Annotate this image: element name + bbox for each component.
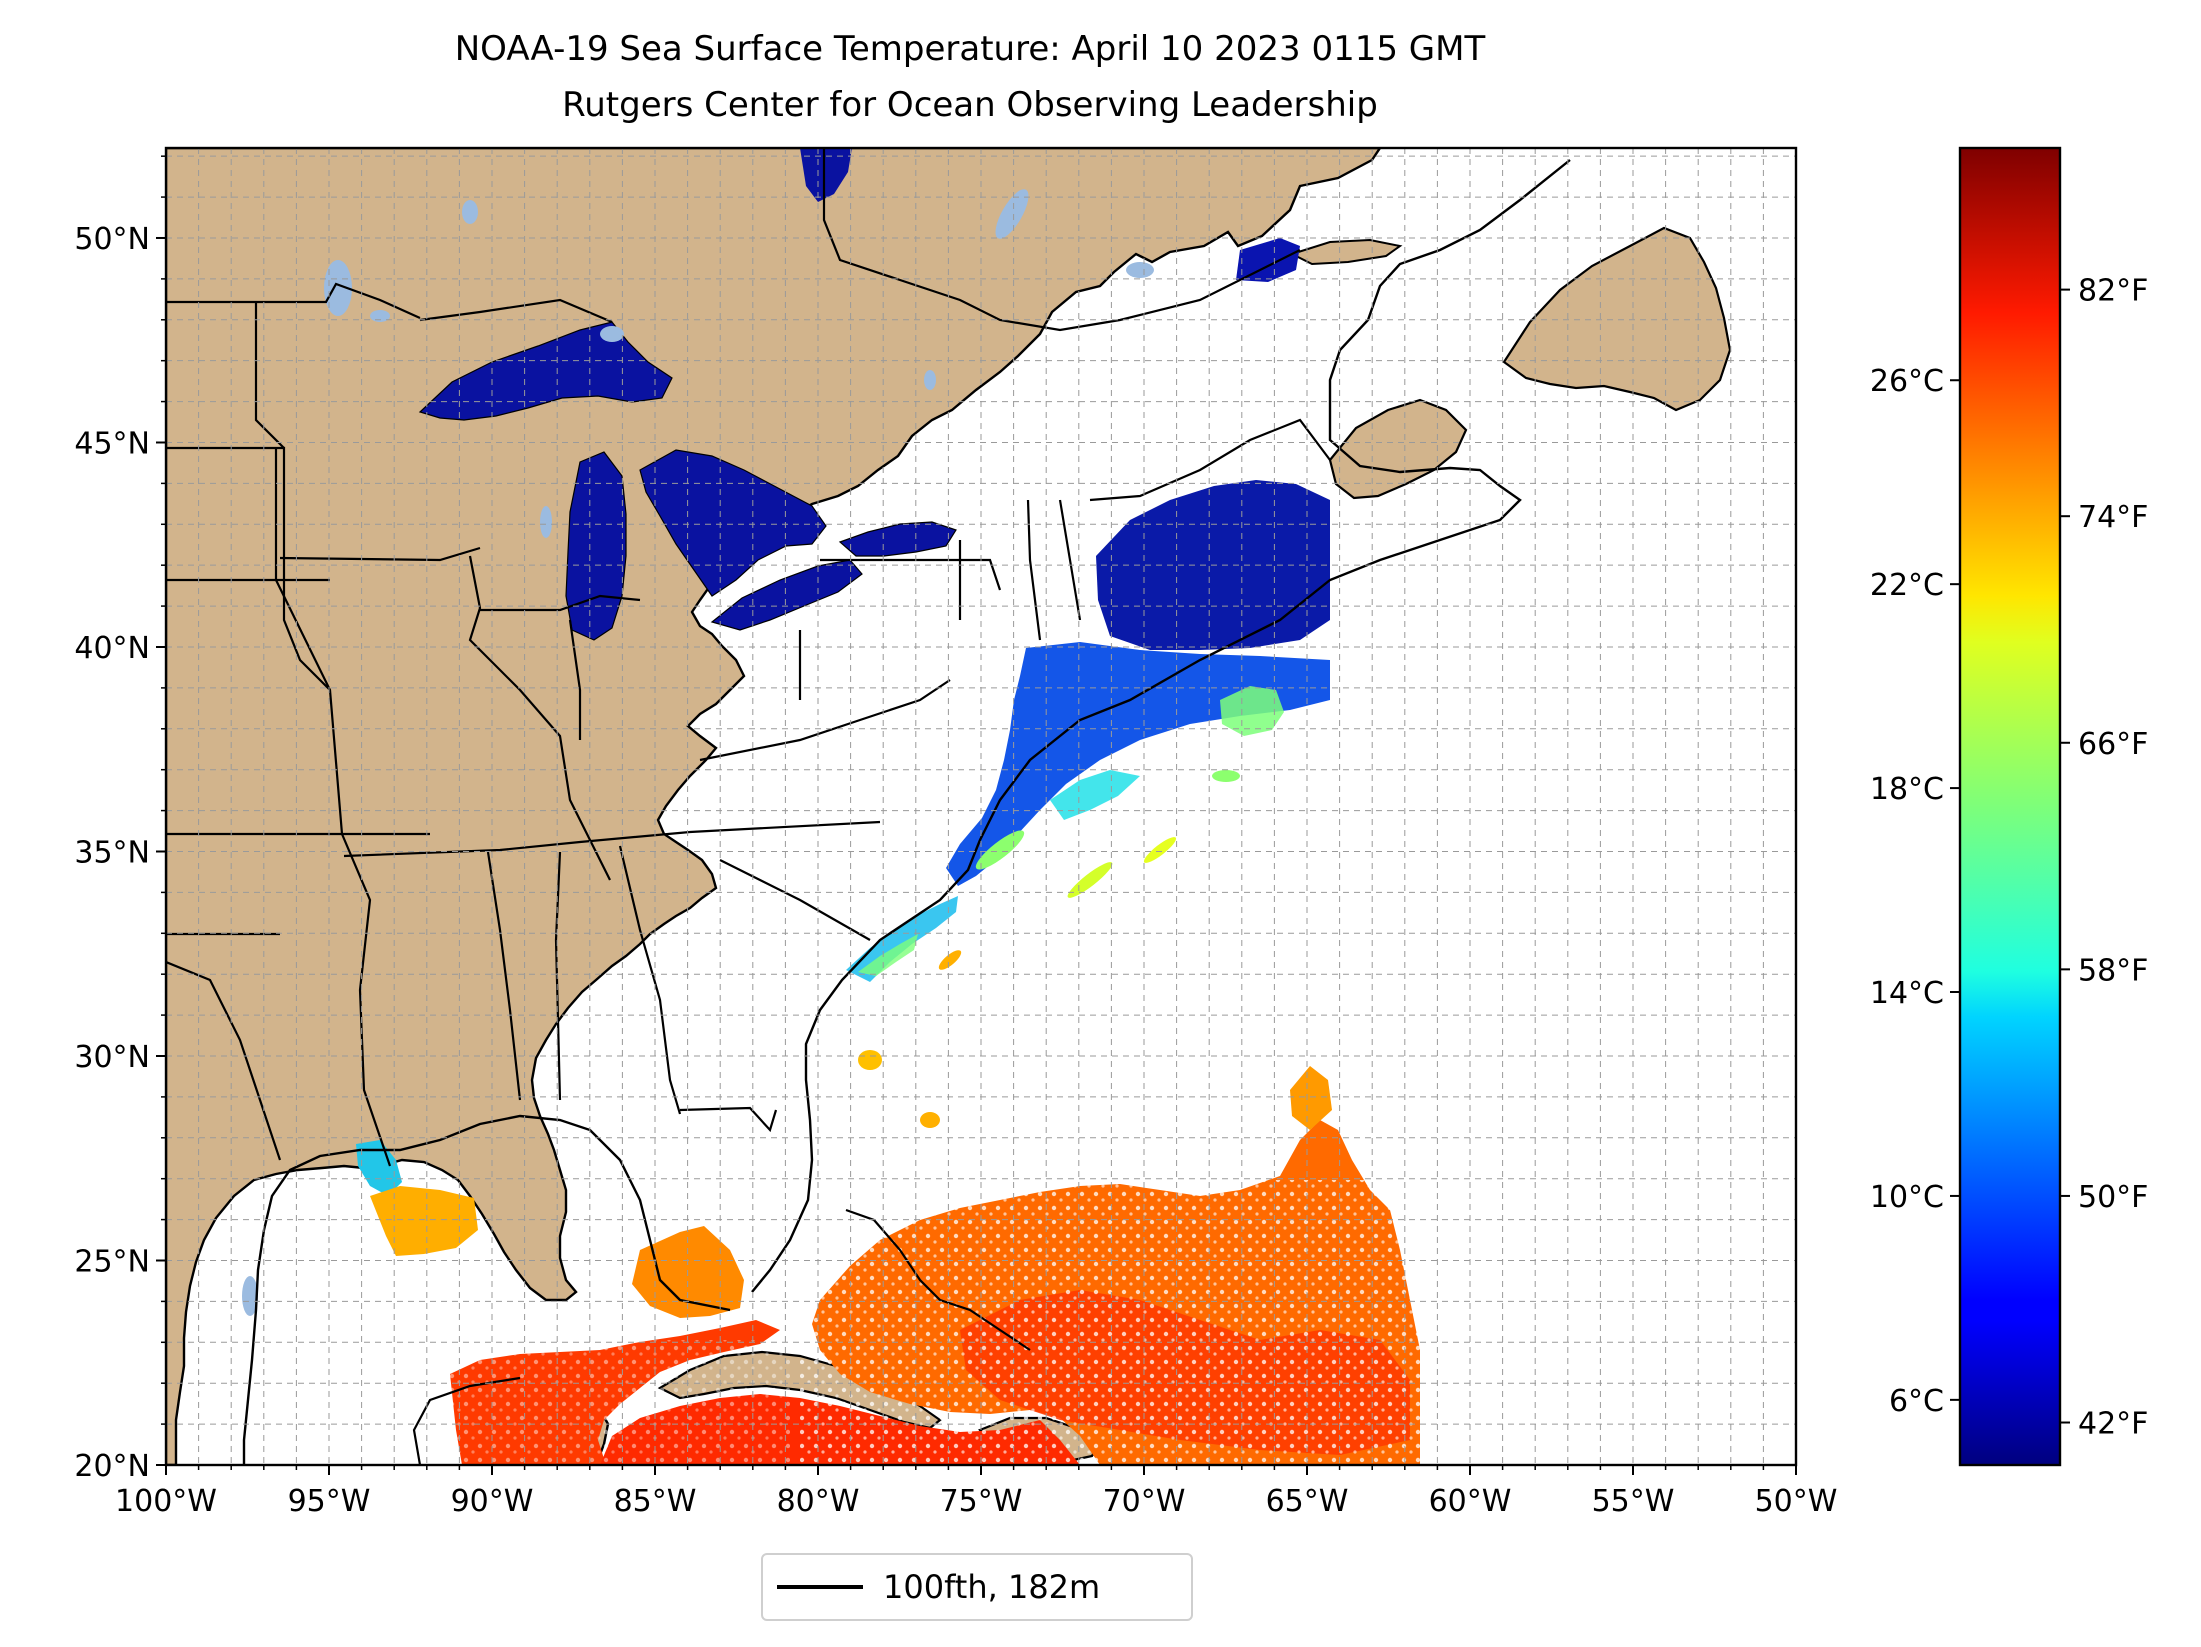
sst-scattered-fragments: [858, 770, 1240, 1128]
lake-winnipeg-region: [800, 148, 852, 202]
x-tick-label: 85°W: [614, 1484, 697, 1519]
colorbar-fahrenheit-label: 82°F: [2078, 274, 2148, 309]
sst-slope-cyan: [1050, 770, 1140, 820]
sst-carolina-green: [858, 934, 918, 976]
sst-gulf-texas-warm: [370, 1186, 478, 1256]
colorbar-fahrenheit-ticks: 42°F 50°F 58°F 66°F 74°F 82°F: [2060, 274, 2148, 1442]
x-tick-label: 60°W: [1429, 1484, 1512, 1519]
colorbar-celsius-label: 6°C: [1889, 1384, 1944, 1419]
x-tick-label: 95°W: [288, 1484, 371, 1519]
chart-title: NOAA-19 Sea Surface Temperature: April 1…: [454, 29, 1486, 69]
x-tick-label: 75°W: [940, 1484, 1023, 1519]
inland-lakes: [242, 189, 1154, 1316]
y-tick-label: 25°N: [74, 1244, 150, 1279]
newfoundland-land: [1502, 226, 1732, 412]
anticosti-land: [1289, 238, 1403, 266]
lake-superior: [418, 321, 673, 421]
colorbar-celsius-label: 18°C: [1870, 772, 1944, 807]
x-axis-ticks: 100°W 95°W 90°W 85°W 80°W 75°W 70°W 65°W 60°W 55°…: [115, 1465, 1837, 1519]
x-tick-label: 50°W: [1755, 1484, 1838, 1519]
legend-isobath-swatch: [777, 1585, 863, 1589]
colorbar-celsius-label: 10°C: [1870, 1180, 1944, 1215]
colorbar-celsius-label: 14°C: [1870, 976, 1944, 1011]
political-borders: [166, 148, 1331, 1167]
lake-ontario: [838, 521, 957, 557]
y-axis-ticks: 20°N 25°N 30°N 35°N 40°N 45°N 50°N: [74, 155, 166, 1484]
isobath-100fth-gulf: [242, 1114, 731, 1465]
sst-gulf-of-stlawrence: [1236, 238, 1300, 282]
x-tick-label: 55°W: [1592, 1484, 1675, 1519]
map-content: [166, 148, 1796, 1465]
x-tick-label: 65°W: [1266, 1484, 1349, 1519]
isobath-100fth-bahamas: [845, 1208, 1031, 1351]
y-tick-label: 35°N: [74, 835, 150, 870]
sst-cloud-speckle: [800, 1180, 1420, 1465]
colorbar-fahrenheit-label: 42°F: [2078, 1407, 2148, 1442]
chart-subtitle: Rutgers Center for Ocean Observing Leade…: [562, 85, 1378, 125]
y-tick-label: 45°N: [74, 426, 150, 461]
colorbar-celsius-label: 26°C: [1870, 364, 1944, 399]
isobath-100fth-atlantic: [751, 159, 1571, 1293]
sst-eastern-cloud-edge: [1290, 1066, 1332, 1130]
y-tick-label: 30°N: [74, 1040, 150, 1075]
nova-scotia-land: [1328, 398, 1468, 500]
graticule-grid: [166, 148, 1796, 1465]
colorbar-fahrenheit-label: 74°F: [2078, 500, 2148, 535]
colorbar-fahrenheit-label: 66°F: [2078, 727, 2148, 762]
colorbar-celsius-ticks: 6°C 10°C 14°C 18°C 22°C 26°C: [1870, 364, 1960, 1419]
x-tick-label: 100°W: [115, 1484, 217, 1519]
legend-label: 100fth, 182m: [883, 1568, 1101, 1606]
lake-huron: [639, 449, 827, 597]
y-tick-label: 20°N: [74, 1449, 150, 1484]
colorbar-fahrenheit-label: 50°F: [2078, 1180, 2148, 1215]
colorbar-fahrenheit-label: 58°F: [2078, 953, 2148, 988]
legend: 100fth, 182m: [761, 1553, 1193, 1621]
x-tick-label: 90°W: [451, 1484, 534, 1519]
sst-warm-eddy: [1220, 686, 1284, 736]
lake-erie: [710, 559, 863, 631]
lake-michigan: [565, 451, 627, 641]
colorbar-celsius-label: 22°C: [1870, 568, 1944, 603]
x-tick-label: 80°W: [777, 1484, 860, 1519]
colorbar: [1958, 146, 2062, 1467]
y-tick-label: 50°N: [74, 222, 150, 257]
sst-gulf-speckle: [450, 1340, 790, 1465]
x-tick-label: 70°W: [1103, 1484, 1186, 1519]
sst-gulf-texas-cold: [356, 1140, 402, 1196]
y-tick-label: 40°N: [74, 631, 150, 666]
